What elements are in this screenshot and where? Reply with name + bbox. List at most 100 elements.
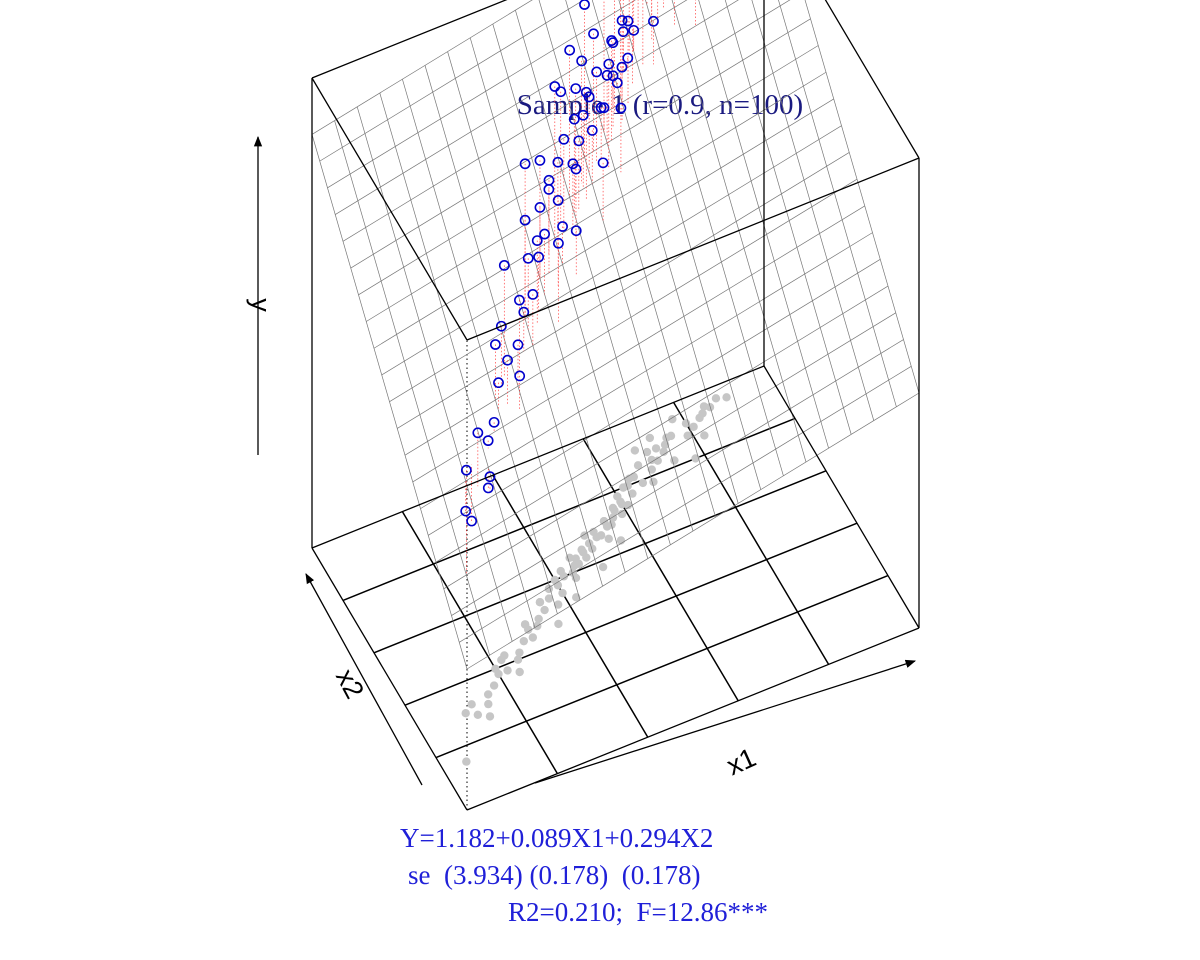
x1-axis-arrow [534, 659, 916, 784]
data-point [522, 252, 534, 264]
floor-projection-point [461, 709, 470, 718]
floor-projection-point [604, 534, 613, 543]
floor-projection-point [653, 456, 662, 465]
x2-axis-label: x2 [330, 664, 370, 703]
plane-grid-line [618, 0, 762, 490]
floor-grid-line [582, 438, 739, 702]
data-point [583, 91, 595, 103]
data-point [648, 15, 659, 27]
data-point [488, 416, 500, 428]
fit-statistics: R2=0.210; F=12.86*** [508, 897, 768, 927]
floor-projection-point [485, 712, 495, 721]
floor-projection-point [577, 545, 586, 554]
data-point [598, 102, 610, 114]
data-point [482, 482, 494, 494]
floor-projection-point [550, 575, 559, 585]
data-point [570, 225, 582, 237]
data-point [606, 35, 618, 46]
floor-projection-point [698, 409, 707, 418]
floor-projection-point [596, 531, 606, 540]
data-point [568, 113, 580, 125]
data-point [512, 339, 524, 351]
data-point [543, 183, 555, 195]
box-edge [466, 157, 920, 341]
data-point [489, 339, 501, 350]
data-point [495, 320, 507, 332]
data-point [570, 83, 582, 94]
floor-projection-point [645, 433, 655, 443]
floor-projection-point [580, 531, 589, 540]
floor-projection-point [651, 444, 661, 453]
plane-grid-line [778, 0, 897, 407]
box-edge [466, 627, 920, 811]
data-point [616, 61, 628, 73]
plane-grid-line [311, 0, 533, 135]
data-point [615, 102, 627, 114]
floor-projection-point [535, 598, 545, 607]
data-point [534, 201, 546, 213]
data-point [576, 55, 588, 67]
data-point [567, 158, 579, 170]
floor-projection-point [616, 497, 625, 506]
data-point [588, 28, 599, 40]
axis-arrows [253, 135, 916, 786]
data-point [573, 135, 585, 147]
floor-grid-line [404, 522, 858, 706]
box-edge [311, 77, 468, 341]
floor-grid-line [373, 470, 827, 654]
standard-errors: se (3.934) (0.178) (0.178) [408, 860, 700, 890]
data-point [514, 294, 525, 306]
floor-projection-point [598, 562, 608, 572]
plane-grid-line [319, 0, 585, 162]
data-point [603, 58, 615, 70]
floor-projection-point [534, 614, 543, 624]
data-point [472, 427, 484, 439]
floor-projection-point [668, 414, 677, 424]
data-point [533, 251, 545, 263]
floor-projection-point [528, 633, 538, 642]
data-point [577, 109, 589, 121]
floor-projection-point [558, 588, 567, 598]
floor-projection-point [540, 605, 549, 615]
box-edge [311, 0, 508, 79]
z-axis-label: y [246, 298, 276, 312]
data-point [558, 133, 570, 145]
data-point [466, 515, 478, 527]
plane-grid-line [565, 0, 716, 518]
floor-projection-point [610, 506, 619, 515]
chart-title: Sample 1 (r=0.9, n=100) [517, 89, 803, 121]
data-point [622, 15, 634, 27]
floor-projection-point [633, 461, 643, 470]
floor-grid-line [435, 574, 889, 759]
data-point [460, 464, 472, 476]
plane-grid-line [350, 0, 791, 269]
floor-projection-point [711, 394, 721, 403]
plane-grid-line [381, 98, 834, 376]
floor-projection-point [553, 600, 563, 609]
floor-grid [342, 402, 889, 774]
floor-projection-point [683, 431, 692, 440]
floor-projection-point [630, 446, 640, 455]
plane-grid-line [671, 0, 807, 463]
floor-grid-line [342, 417, 796, 602]
plane-grid-line [327, 0, 636, 189]
data-point [539, 228, 550, 240]
plane-grid-line [342, 0, 739, 242]
data-point [607, 37, 619, 49]
data-point [498, 259, 510, 271]
floor-projection-point [462, 757, 471, 766]
data-point [493, 377, 504, 389]
floor-projection-point [642, 447, 652, 457]
data-point [555, 86, 567, 98]
floor-projection-point [722, 393, 731, 402]
floor-projection-point [659, 447, 668, 457]
data-point [552, 194, 564, 206]
floor-projection-point [484, 699, 493, 709]
floor-projection-point [513, 655, 523, 664]
floor-projection-point [519, 636, 529, 646]
data-point [622, 52, 634, 64]
box-edge [763, 365, 920, 629]
floor-grid-line [672, 402, 830, 665]
floor-projection-point [623, 500, 633, 510]
